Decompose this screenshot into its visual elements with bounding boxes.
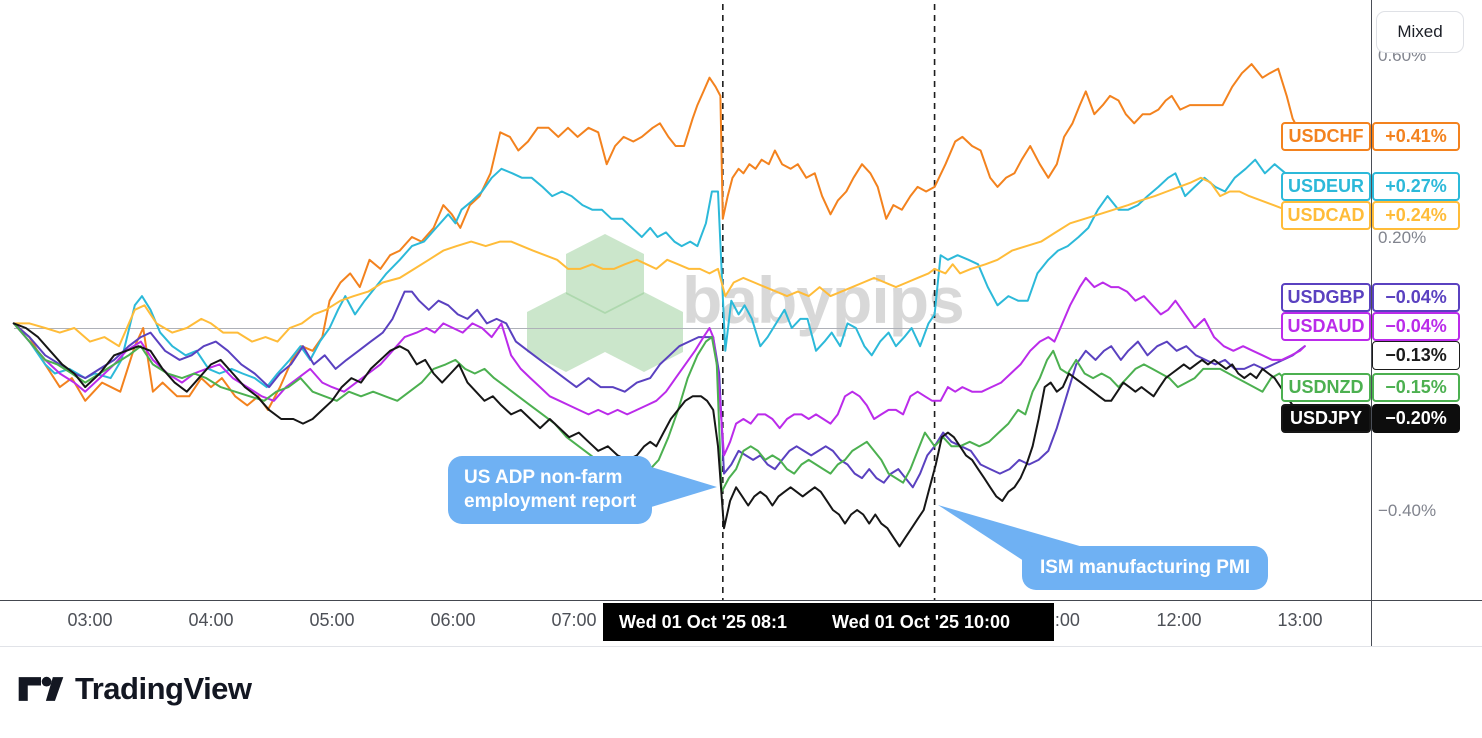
series-label-usdjpy[interactable]: USDJPY [1281,404,1371,433]
axis-bottom-divider [0,646,1482,647]
tradingview-logo[interactable]: TradingView [18,670,252,708]
series-label-usdeur[interactable]: USDEUR [1281,172,1371,201]
series-line-usdaud[interactable] [12,276,1306,457]
tradingview-logo-text: TradingView [75,671,252,706]
x-tick-label: 04:00 [188,610,234,630]
series-change-usdnzd[interactable]: −0.15% [1372,373,1460,402]
tradingview-mark-icon [18,676,64,701]
series-label-usdnzd[interactable]: USDNZD [1281,373,1371,402]
adp-annotation-line1: US ADP non-farm [464,467,623,488]
adp-annotation[interactable]: US ADP non-farm employment report [448,456,652,524]
value-chip[interactable]: −0.13% [1372,341,1460,370]
series-label-usdcad[interactable]: USDCAD [1281,201,1371,230]
x-tick-label: 05:00 [309,610,355,630]
adp-callout-tail [648,466,717,508]
y-tick-label: −0.40% [1378,501,1437,520]
event-date-label: Wed 01 Oct '25 10:00 [818,603,1054,641]
status-badge[interactable]: Mixed [1376,11,1464,53]
chart-canvas[interactable] [0,0,1482,648]
ism-annotation[interactable]: ISM manufacturing PMI [1022,546,1268,590]
x-tick-label: 12:00 [1156,610,1202,630]
adp-annotation-line2: employment report [464,490,637,512]
x-tick-label: 06:00 [430,610,476,630]
price-axis-border[interactable] [1371,0,1372,647]
series-line-usdchf[interactable] [12,63,1306,411]
event-date-label: Wed 01 Oct '25 08:1 [603,603,818,641]
series-change-usdcad[interactable]: +0.24% [1372,201,1460,230]
series-line-usdcad[interactable] [12,176,1306,348]
babypips-cube-icon [605,292,683,372]
series-change-usdchf[interactable]: +0.41% [1372,122,1460,151]
y-tick-label: 0.20% [1378,228,1427,247]
series-label-usdaud[interactable]: USDAUD [1281,312,1371,341]
series-change-usdaud[interactable]: −0.04% [1372,312,1460,341]
series-change-usdeur[interactable]: +0.27% [1372,172,1460,201]
time-axis-border [0,600,1482,601]
series-label-usdgbp[interactable]: USDGBP [1281,283,1371,312]
series-line-usdeur[interactable] [12,158,1306,389]
x-tick-label: 07:00 [551,610,597,630]
series-line-usdjpy[interactable] [12,322,1306,548]
series-line-usdnzd[interactable] [12,322,1306,493]
series-change-usdjpy[interactable]: −0.20% [1372,404,1460,433]
series-change-usdgbp[interactable]: −0.04% [1372,283,1460,312]
x-tick-label: 13:00 [1277,610,1323,630]
series-label-usdchf[interactable]: USDCHF [1281,122,1371,151]
x-tick-label: 03:00 [67,610,113,630]
